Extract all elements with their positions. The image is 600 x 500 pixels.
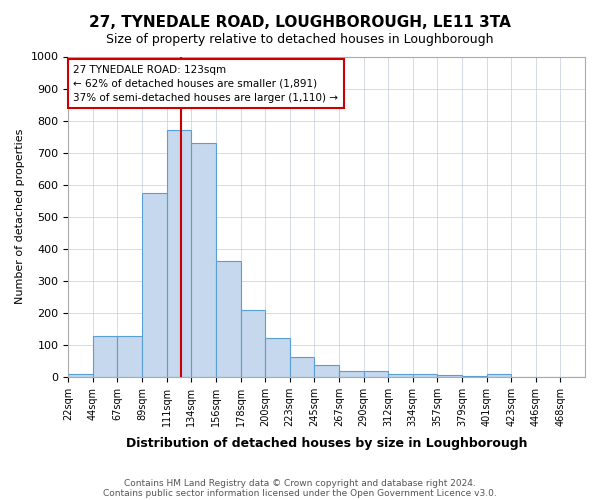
- Text: Size of property relative to detached houses in Loughborough: Size of property relative to detached ho…: [106, 32, 494, 46]
- Bar: [487, 374, 511, 377]
- Bar: [118, 336, 142, 377]
- X-axis label: Distribution of detached houses by size in Loughborough: Distribution of detached houses by size …: [126, 437, 527, 450]
- Bar: [241, 310, 265, 377]
- Bar: [265, 338, 290, 377]
- Bar: [290, 356, 314, 377]
- Bar: [339, 372, 364, 377]
- Text: Contains HM Land Registry data © Crown copyright and database right 2024.: Contains HM Land Registry data © Crown c…: [124, 478, 476, 488]
- Bar: [364, 372, 388, 377]
- Bar: [437, 375, 462, 377]
- Text: 27, TYNEDALE ROAD, LOUGHBOROUGH, LE11 3TA: 27, TYNEDALE ROAD, LOUGHBOROUGH, LE11 3T…: [89, 15, 511, 30]
- Bar: [314, 364, 339, 377]
- Bar: [216, 262, 241, 377]
- Y-axis label: Number of detached properties: Number of detached properties: [15, 129, 25, 304]
- Bar: [191, 143, 216, 377]
- Bar: [93, 336, 118, 377]
- Bar: [68, 374, 93, 377]
- Bar: [142, 192, 167, 377]
- Bar: [167, 130, 191, 377]
- Bar: [388, 374, 413, 377]
- Bar: [413, 374, 437, 377]
- Text: 27 TYNEDALE ROAD: 123sqm
← 62% of detached houses are smaller (1,891)
37% of sem: 27 TYNEDALE ROAD: 123sqm ← 62% of detach…: [73, 64, 338, 102]
- Text: Contains public sector information licensed under the Open Government Licence v3: Contains public sector information licen…: [103, 488, 497, 498]
- Bar: [462, 376, 487, 377]
